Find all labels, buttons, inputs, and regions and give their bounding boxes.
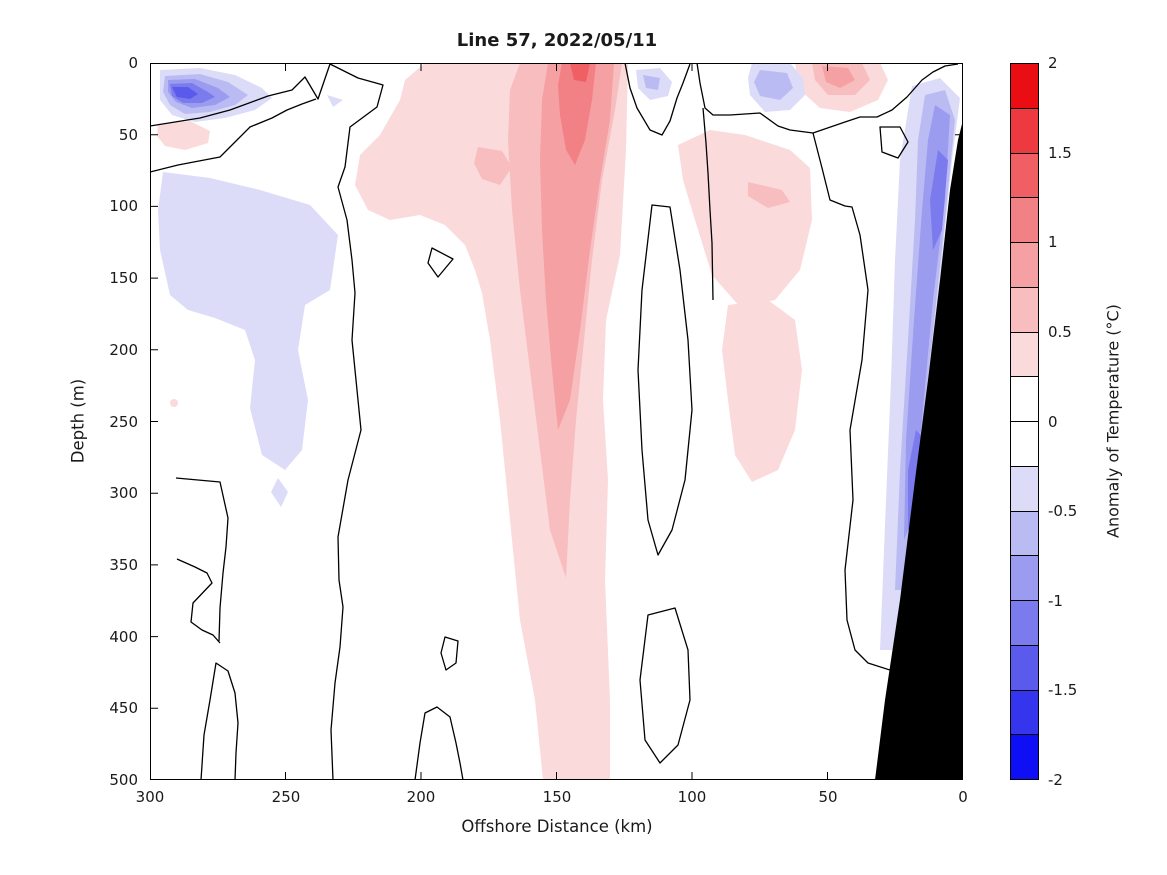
y-tick-label: 50 [118, 126, 138, 144]
colorbar [1010, 63, 1039, 780]
colorbar-tick-label: -1 [1048, 592, 1063, 610]
y-tick-label: 150 [109, 269, 138, 287]
colorbar-tick-label: 1 [1048, 233, 1058, 251]
chart-title: Line 57, 2022/05/11 [456, 30, 658, 51]
colorbar-tick-label: 1.5 [1048, 144, 1072, 162]
colorbar-block [1011, 287, 1038, 333]
colorbar-block [1011, 153, 1038, 199]
y-tick-label: 450 [109, 699, 138, 717]
x-tick-label: 0 [958, 788, 968, 806]
x-tick-label: 50 [818, 788, 838, 806]
colorbar-block [1011, 332, 1038, 378]
colorbar-block [1011, 198, 1038, 243]
colorbar-tick-label: -2 [1048, 771, 1063, 789]
y-tick-label: 0 [128, 54, 138, 72]
colorbar-block [1011, 690, 1038, 736]
x-tick-label: 250 [271, 788, 301, 806]
colorbar-label: Anomaly of Temperature (°C) [1103, 304, 1123, 538]
axis-ticks [150, 63, 963, 780]
contour-plot-area [150, 63, 963, 780]
contour-plot-svg [150, 63, 963, 780]
y-tick-label: 250 [109, 413, 138, 431]
axes-box [150, 63, 963, 780]
colorbar-tick-label: -1.5 [1048, 681, 1078, 699]
colorbar-block [1011, 243, 1038, 288]
y-tick-label: 100 [109, 197, 138, 215]
colorbar-block [1011, 601, 1038, 646]
colorbar-block [1011, 377, 1038, 422]
x-tick-label: 100 [677, 788, 707, 806]
colorbar-block [1011, 466, 1038, 512]
colorbar-block [1011, 735, 1038, 779]
colorbar-block [1011, 422, 1038, 467]
x-tick-label: 300 [135, 788, 165, 806]
y-tick-label: 350 [109, 556, 138, 574]
warm-anomaly-fills [157, 63, 888, 780]
y-tick-label: 500 [109, 771, 138, 789]
zero-contour-lines [150, 63, 959, 780]
colorbar-block [1011, 645, 1038, 691]
colorbar-block [1011, 511, 1038, 557]
x-tick-label: 200 [406, 788, 436, 806]
cold-anomaly-fills [158, 63, 960, 650]
y-tick-label: 300 [109, 484, 138, 502]
colorbar-tick-label: 0 [1048, 413, 1058, 431]
x-tick-label: 150 [542, 788, 572, 806]
y-tick-label: 200 [109, 341, 138, 359]
colorbar-tick-label: 2 [1048, 54, 1058, 72]
colorbar-block [1011, 64, 1038, 109]
x-axis-label: Offshore Distance (km) [461, 817, 653, 836]
colorbar-tick-label: 0.5 [1048, 323, 1072, 341]
colorbar-tick-label: -0.5 [1048, 502, 1078, 520]
y-tick-label: 400 [109, 628, 138, 646]
colorbar-block [1011, 108, 1038, 154]
bathymetry-wedge [875, 120, 963, 780]
colorbar-block [1011, 556, 1038, 601]
